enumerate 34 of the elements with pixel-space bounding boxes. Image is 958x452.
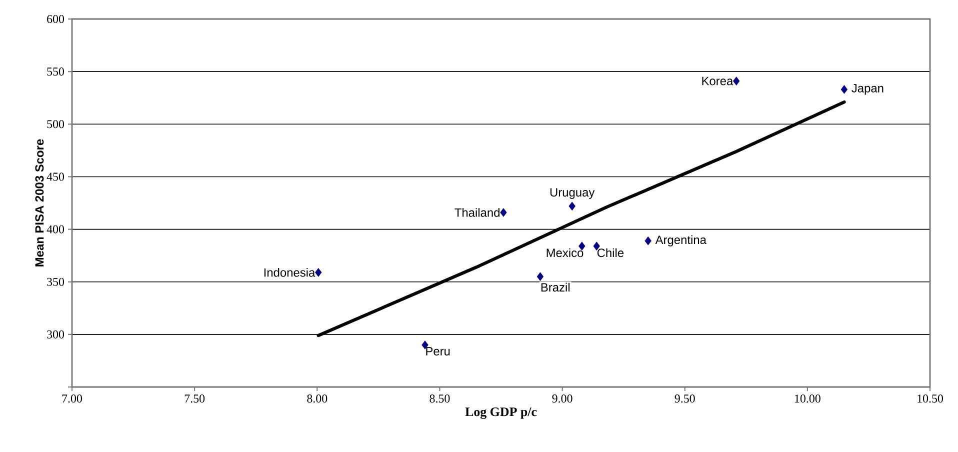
x-tick-label: 7.50 (184, 394, 205, 403)
annotation: Argentina (655, 235, 706, 246)
x-axis-title: Log GDP p/c (465, 407, 537, 419)
point (568, 202, 576, 211)
y-axis-title: Mean PISA 2003 Score (35, 139, 44, 266)
annotation: Peru (426, 347, 450, 356)
y-tick-label: 350 (47, 278, 64, 286)
annotation: Thailand (454, 208, 500, 217)
y-tick-label: 550 (47, 68, 64, 76)
point (644, 236, 652, 246)
annotation: Mexico (546, 248, 584, 258)
x-tick-label: 9.50 (674, 394, 695, 403)
x-tick-label: 8.00 (307, 394, 328, 403)
y-tick-label: 500 (47, 120, 64, 128)
annotation: Brazil (541, 282, 570, 292)
x-tick-label: 10.00 (795, 394, 820, 403)
line-series (316, 100, 846, 338)
point (536, 272, 544, 282)
annotation: Chile (597, 248, 624, 258)
x-tick-label: 8.50 (430, 394, 450, 403)
point (500, 208, 507, 217)
annotation: Indonesia (264, 268, 316, 277)
x-tick-label: 9.00 (552, 394, 572, 403)
y-tick-label: 400 (46, 225, 64, 234)
annotation: Uruguay (550, 188, 595, 199)
annotation: Japan (852, 84, 884, 95)
point (840, 85, 848, 94)
y-tick-label: 450 (46, 172, 64, 181)
y-tick-label: 600 (47, 14, 64, 24)
annotation: Korea (702, 76, 734, 86)
x-tick-label: 7.00 (62, 394, 82, 403)
point (315, 268, 322, 277)
y-tick-label: 300 (47, 330, 64, 338)
x-tick-label: 10.50 (918, 394, 943, 403)
